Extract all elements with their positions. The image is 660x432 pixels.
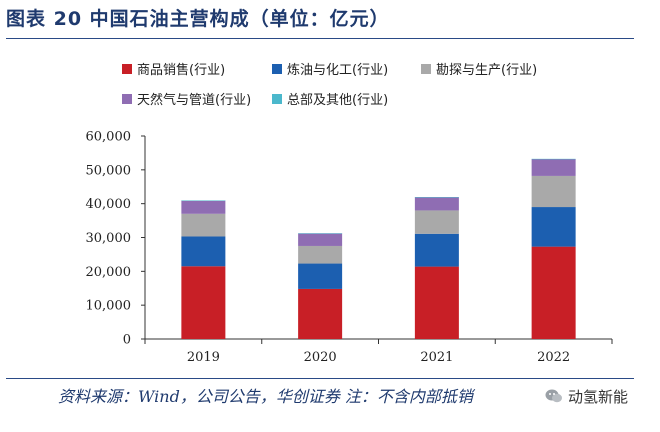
legend-label-1: 炼油与化工(行业) (287, 63, 388, 78)
x-tick-label: 2020 (304, 350, 337, 365)
legend-swatch-1 (272, 64, 282, 74)
bar-segment-2020-0 (298, 288, 343, 339)
bar-segment-2019-2 (181, 213, 226, 237)
y-tick-label: 50,000 (86, 163, 132, 178)
y-tick-label: 60,000 (86, 130, 132, 145)
bar-segment-2022-2 (531, 175, 576, 208)
y-tick-label: 40,000 (86, 197, 132, 212)
legend-swatch-3 (122, 94, 132, 104)
x-tick-label: 2022 (537, 350, 570, 365)
chart-bars (181, 158, 576, 339)
x-tick-label: 2021 (420, 350, 453, 365)
legend-label-3: 天然气与管道(行业) (137, 92, 251, 108)
bar-segment-2021-0 (414, 266, 459, 339)
bar-segment-2019-0 (181, 266, 226, 339)
bar-segment-2020-3 (298, 233, 343, 246)
legend-label-2: 勘探与生产(行业) (436, 63, 537, 78)
legend-label-4: 总部及其他(行业) (287, 93, 388, 108)
legend-swatch-4 (272, 94, 282, 104)
bar-segment-2020-1 (298, 263, 343, 289)
y-tick-label: 10,000 (86, 299, 132, 314)
bar-segment-2020-2 (298, 245, 343, 264)
bar-segment-2020-4 (298, 233, 343, 234)
bar-segment-2021-4 (414, 197, 459, 198)
page-title: 图表 20 中国石油主营构成（单位：亿元） (6, 8, 390, 30)
source-note: 资料来源：Wind，公司公告，华创证券 注：不含内部抵销 (58, 387, 473, 406)
legend-label-0: 商品销售(行业) (137, 62, 225, 78)
bar-segment-2022-1 (531, 207, 576, 247)
bar-segment-2022-4 (531, 158, 576, 160)
y-tick-label: 30,000 (86, 231, 132, 246)
y-tick-label: 20,000 (86, 265, 132, 280)
bar-segment-2022-0 (531, 246, 576, 339)
title-divider (6, 38, 634, 39)
legend-swatch-2 (421, 64, 431, 74)
bar-segment-2022-3 (531, 159, 576, 176)
footer-divider (6, 378, 634, 379)
watermark-text: 动氢新能 (568, 386, 629, 407)
bar-segment-2019-4 (181, 200, 226, 201)
chart-legend: 商品销售(行业) 炼油与化工(行业) 勘探与生产(行业) 天然气与管道(行业) 总部及其… (122, 62, 537, 108)
bar-segment-2021-2 (414, 210, 459, 234)
chart-axes: 0 10,000 20,000 30,000 40,000 50,000 60,000 201… (86, 130, 613, 365)
bar-segment-2021-3 (414, 197, 459, 211)
legend-swatch-0 (122, 64, 132, 74)
y-tick-label: 0 (123, 333, 131, 348)
bar-segment-2019-3 (181, 200, 226, 214)
stacked-bar-chart: 商品销售(行业) 炼油与化工(行业) 勘探与生产(行业) 天然气与管道(行业) 总部及其… (86, 62, 613, 365)
bar-segment-2019-1 (181, 236, 226, 267)
x-tick-label: 2019 (187, 350, 220, 365)
bar-segment-2021-1 (414, 233, 459, 267)
wechat-icon (545, 389, 562, 403)
